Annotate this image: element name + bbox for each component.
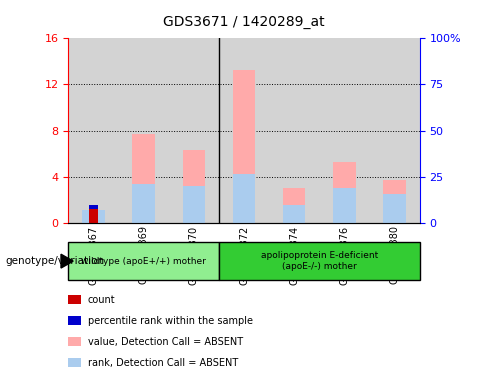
Bar	[89, 205, 98, 209]
Text: value, Detection Call = ABSENT: value, Detection Call = ABSENT	[88, 337, 243, 347]
Bar	[119, 38, 169, 223]
Bar	[383, 180, 406, 223]
Bar	[169, 38, 219, 223]
Text: genotype/variation: genotype/variation	[5, 256, 104, 266]
Text: rank, Detection Call = ABSENT: rank, Detection Call = ABSENT	[88, 358, 238, 368]
Bar	[183, 150, 205, 223]
Bar	[233, 174, 255, 223]
Bar	[383, 194, 406, 223]
Bar	[369, 38, 420, 223]
Bar	[219, 38, 269, 223]
Bar	[283, 188, 305, 223]
Bar	[283, 205, 305, 223]
Bar	[132, 184, 155, 223]
Bar	[233, 70, 255, 223]
Text: count: count	[88, 295, 116, 305]
Bar	[132, 134, 155, 223]
Text: GDS3671 / 1420289_at: GDS3671 / 1420289_at	[163, 15, 325, 29]
Bar	[333, 162, 356, 223]
Text: apolipoprotein E-deficient
(apoE-/-) mother: apolipoprotein E-deficient (apoE-/-) mot…	[261, 252, 378, 271]
Bar	[183, 186, 205, 223]
Bar	[319, 38, 369, 223]
Bar	[82, 210, 105, 223]
Bar	[82, 210, 105, 223]
Bar	[269, 38, 319, 223]
Bar	[333, 188, 356, 223]
Text: wildtype (apoE+/+) mother: wildtype (apoE+/+) mother	[81, 257, 206, 266]
Text: percentile rank within the sample: percentile rank within the sample	[88, 316, 253, 326]
Bar	[68, 38, 119, 223]
Bar	[89, 209, 98, 223]
